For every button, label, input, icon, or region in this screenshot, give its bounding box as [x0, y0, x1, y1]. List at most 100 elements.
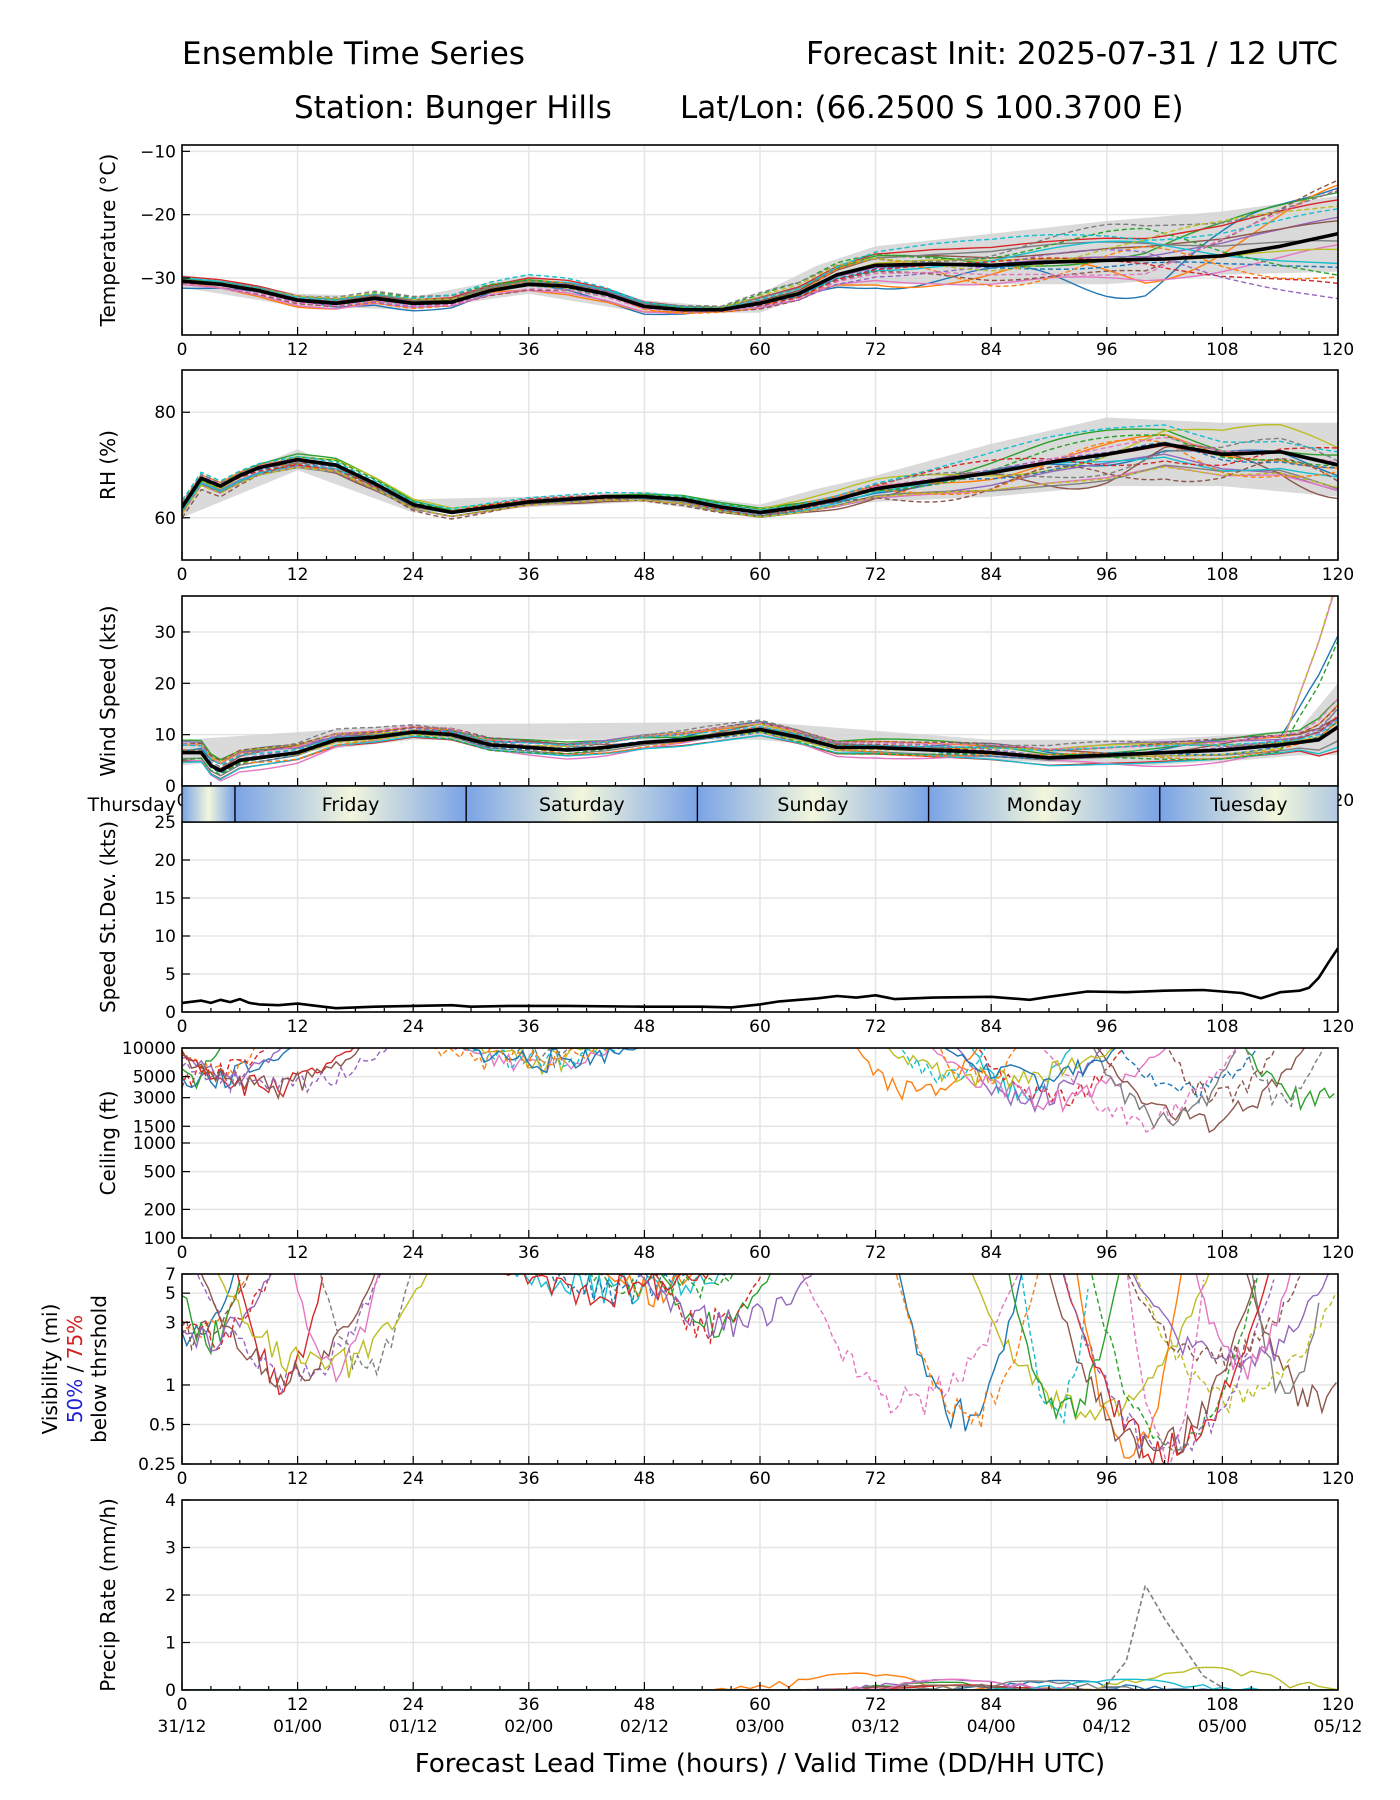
speed_stdev-y-ticks: 0 5 10 15 20 25 [154, 813, 190, 1023]
y-tick-label: 1000 [133, 1134, 176, 1154]
figure-title: Ensemble Time Series [182, 36, 525, 72]
temperature-member-line [182, 190, 1338, 308]
wind_speed-member-line [182, 708, 1338, 771]
x-tick-label: 48 [634, 340, 656, 360]
temperature-spread-band [182, 195, 1338, 313]
y-tick-label: 200 [144, 1200, 176, 1220]
x-tick-label: 120 [1322, 1017, 1354, 1037]
x-tick-label: 36 [518, 565, 540, 585]
y-tick-label: 500 [144, 1163, 176, 1183]
wind_speed-member-line [182, 718, 1338, 766]
x-tick-label: 0 [177, 340, 188, 360]
visibility-member-line [182, 1274, 250, 1352]
valid-time-label: 04/00 [967, 1717, 1016, 1737]
ceiling-member-line [900, 1048, 986, 1084]
valid-time-label: 31/12 [158, 1717, 207, 1737]
x-tick-label: 72 [865, 1017, 887, 1037]
wind_speed-member-line [182, 734, 1338, 781]
x-tick-label: 36 [518, 1243, 540, 1263]
wind_speed-member-line [182, 707, 1338, 768]
x-tick-label: 24 [402, 1243, 424, 1263]
y-tick-label: 20 [154, 851, 176, 871]
x-tick-label: 12 [287, 1017, 309, 1037]
x-tick-label: 24 [402, 1017, 424, 1037]
x-tick-label: 96 [1096, 1243, 1118, 1263]
visibility-member-line [1020, 1274, 1089, 1425]
valid-time-label: 03/00 [736, 1717, 785, 1737]
visibility-member-line [1195, 1274, 1292, 1380]
rh-plot-area [182, 417, 1338, 520]
visibility-member-line [1063, 1274, 1275, 1456]
x-tick-label: 12 [287, 565, 309, 585]
visibility-member-line [217, 1274, 429, 1379]
rh-member-line [182, 424, 1338, 511]
visibility-y-ticks: 0.25 0.5 1 3 57 [138, 1265, 190, 1475]
ceiling-member-line [182, 1048, 255, 1082]
ceiling-member-line [1042, 1048, 1238, 1133]
visibility-threshold-label: 50% / 75% [63, 1315, 87, 1423]
visibility-member-line [655, 1274, 763, 1345]
y-tick-label: 60 [154, 509, 176, 529]
visibility-member-line [1008, 1274, 1120, 1421]
x-tick-label: 72 [865, 565, 887, 585]
day-segment [466, 786, 698, 822]
valid-time-label: 05/00 [1198, 1717, 1247, 1737]
x-tick-label: 96 [1096, 1695, 1118, 1715]
x-tick-label: 120 [1322, 1695, 1354, 1715]
day-label: Sunday [777, 794, 848, 816]
precip-peak-line [1106, 1583, 1223, 1689]
rh-member-line [182, 424, 1338, 511]
speed_stdev-grid [181, 821, 1339, 1013]
day-segment [234, 786, 467, 822]
panel-temperature: 0 12 24 36 48 60 72 84 96 108 120 −30 −20 −10 Temperat… [96, 142, 1354, 360]
valid-time-label: 02/12 [620, 1717, 669, 1737]
wind_speed-y-axis-label: Wind Speed (kts) [96, 605, 120, 776]
x-tick-label: 0 [177, 1695, 188, 1715]
temperature-member-line [182, 188, 1338, 313]
x-tick-label: 60 [749, 1469, 771, 1489]
x-tick-label: 108 [1206, 1469, 1238, 1489]
visibility-member-line [1127, 1274, 1303, 1373]
y-tick-label: 10 [154, 927, 176, 947]
ceiling-member-line [509, 1048, 570, 1069]
x-tick-label: 72 [865, 1695, 887, 1715]
day-segment [697, 786, 929, 822]
ceiling-x-ticks: 0 12 24 36 48 60 72 84 96 108 120 [177, 1230, 1354, 1263]
x-tick-label: 72 [865, 1469, 887, 1489]
x-tick-label: 12 [287, 1469, 309, 1489]
panel-visibility: 0 12 24 36 48 60 72 84 96 108 120 0.25 0.5 1 3 57 Visibi… [38, 1265, 1354, 1489]
ceiling-member-line [931, 1048, 1167, 1114]
speed_stdev-y-axis-label: Speed St.Dev. (kts) [96, 821, 120, 1013]
x-tick-label: 108 [1206, 1243, 1238, 1263]
x-tick-label: 48 [634, 1695, 656, 1715]
x-tick-label: 120 [1322, 1469, 1354, 1489]
y-tick-label: 10000 [122, 1039, 176, 1059]
visibility-member-line [550, 1274, 687, 1307]
valid-time-label: 01/00 [273, 1717, 322, 1737]
wind_speed-member-line [182, 596, 1334, 771]
panel-group: 0 12 24 36 48 60 72 84 96 108 120−30−20−10Temperat… [38, 142, 1363, 1737]
visibility-x-ticks: 0 12 24 36 48 60 72 84 96 108 120 [177, 1456, 1354, 1489]
x-tick-label: 48 [634, 1243, 656, 1263]
station-name: Station: Bunger Hills [294, 90, 612, 126]
y-tick-label: 3000 [133, 1089, 176, 1109]
y-tick-label: 20 [154, 674, 176, 694]
x-tick-label: 96 [1096, 1017, 1118, 1037]
wind_speed-member-line [182, 721, 1338, 762]
x-tick-label: 108 [1206, 565, 1238, 585]
ceiling-member-line [1092, 1048, 1237, 1129]
threshold-75-label: 75% [63, 1315, 87, 1359]
threshold-50-label: 50% [63, 1379, 87, 1423]
panel-ceiling: 0 12 24 36 48 60 72 84 96 108 120 100 200 500 10001500… [96, 1039, 1354, 1263]
temperature-y-ticks: −30 −20 −10 [140, 142, 190, 289]
day-band: Thursday Friday Saturday Sunday Monday Tuesda… [87, 785, 1339, 823]
y-tick-label: 25 [154, 813, 176, 833]
day-band-frame [181, 785, 1339, 823]
x-tick-label: 84 [980, 565, 1002, 585]
ceiling-member-line [452, 1048, 612, 1073]
visibility-member-line [182, 1279, 241, 1356]
visibility-below-label: below thrshold [87, 1295, 111, 1443]
x-tick-label: 24 [402, 565, 424, 585]
wind_speed-y-ticks: 0 10 20 30 [154, 623, 190, 797]
